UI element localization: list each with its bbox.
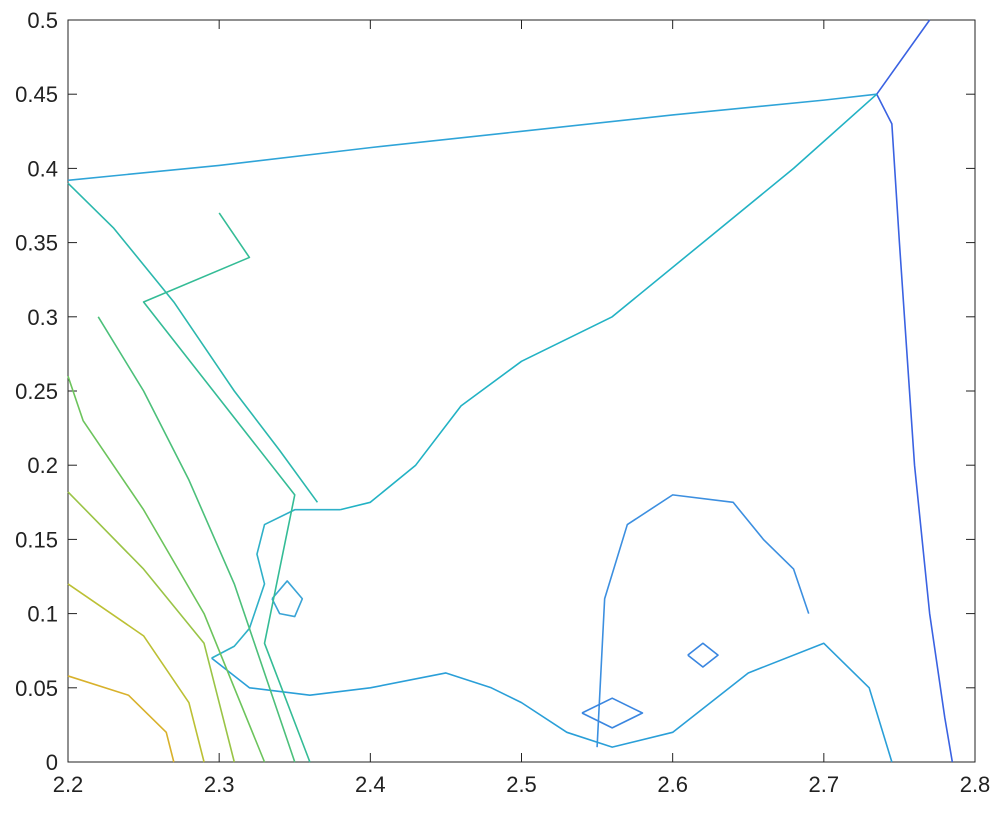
contour-line <box>97 316 296 763</box>
contour-line <box>67 93 877 182</box>
y-tick-label: 0.05 <box>15 676 58 701</box>
contour-line <box>67 675 175 763</box>
x-tick-label: 2.7 <box>809 772 840 797</box>
y-tick-label: 0 <box>46 750 58 775</box>
contour-line <box>142 212 311 763</box>
contour-line <box>687 642 719 668</box>
contour-line <box>67 375 266 763</box>
y-tick-label: 0.3 <box>27 305 58 330</box>
contour-line <box>211 642 893 763</box>
x-tick-label: 2.3 <box>204 772 235 797</box>
y-tick-label: 0.35 <box>15 231 58 256</box>
x-tick-label: 2.4 <box>355 772 386 797</box>
y-tick-label: 0.5 <box>27 8 58 33</box>
y-tick-label: 0.45 <box>15 82 58 107</box>
y-tick-label: 0.25 <box>15 379 58 404</box>
contour-line <box>596 494 810 748</box>
contour-line <box>339 93 878 511</box>
contour-line <box>581 697 644 729</box>
x-tick-label: 2.8 <box>960 772 991 797</box>
x-tick-label: 2.6 <box>657 772 688 797</box>
x-tick-label: 2.2 <box>53 772 84 797</box>
contour-line <box>67 583 205 763</box>
contour-line <box>67 491 236 763</box>
x-tick-label: 2.5 <box>506 772 537 797</box>
contour-line <box>211 508 341 659</box>
y-tick-label: 0.15 <box>15 527 58 552</box>
y-tick-label: 0.1 <box>27 602 58 627</box>
contour-line <box>67 182 319 503</box>
y-tick-label: 0.4 <box>27 156 58 181</box>
contour-line <box>875 19 954 763</box>
contour-line <box>271 580 304 618</box>
y-tick-label: 0.2 <box>27 453 58 478</box>
